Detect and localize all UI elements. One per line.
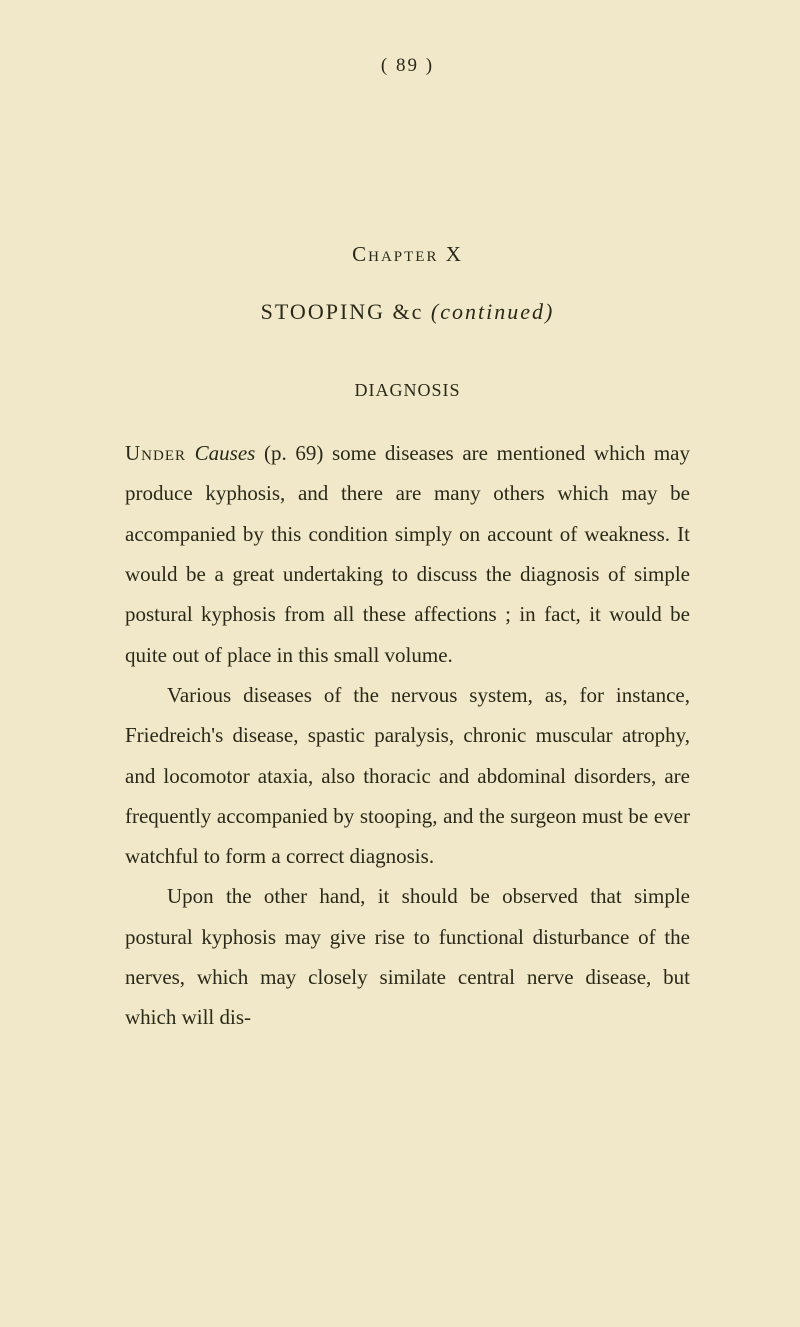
chapter-heading: Chapter X bbox=[125, 242, 690, 267]
page-number: ( 89 ) bbox=[125, 55, 690, 77]
document-page: ( 89 ) Chapter X STOOPING &c (continued)… bbox=[0, 0, 800, 1327]
chapter-title-main: STOOPING &c bbox=[261, 299, 424, 324]
paragraph-italic: Causes bbox=[195, 441, 256, 465]
paragraph-lead: Under bbox=[125, 441, 186, 465]
chapter-title: STOOPING &c (continued) bbox=[125, 299, 690, 325]
paragraph-text: (p. 69) some diseases are mentioned whic… bbox=[125, 441, 690, 667]
paragraph-1: Under Causes (p. 69) some diseases are m… bbox=[125, 433, 690, 675]
chapter-title-suffix: (continued) bbox=[431, 299, 554, 324]
paragraph-3: Upon the other hand, it should be observ… bbox=[125, 876, 690, 1037]
section-heading: DIAGNOSIS bbox=[125, 380, 690, 401]
paragraph-2: Various diseases of the nervous system, … bbox=[125, 675, 690, 877]
